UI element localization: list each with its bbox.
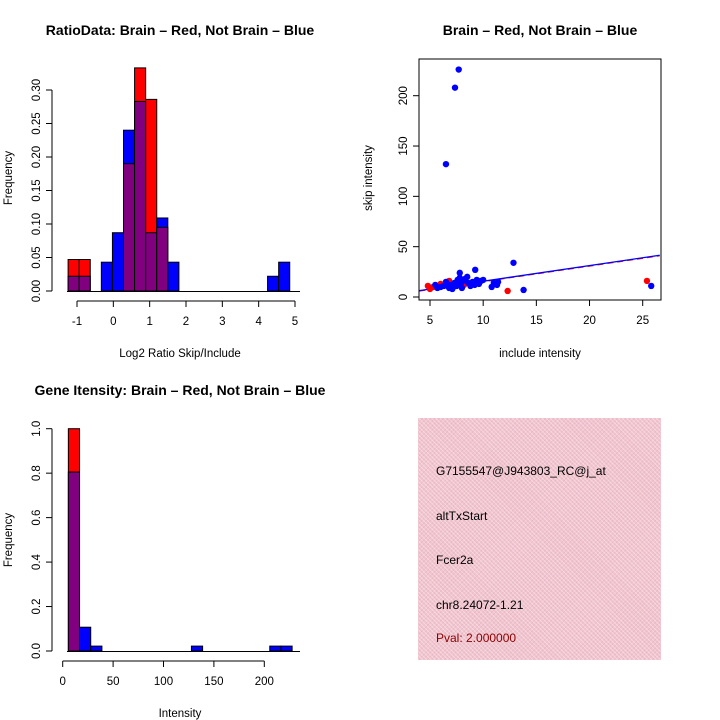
x-axis-label: include intensity — [499, 348, 581, 360]
point-not-brain — [442, 160, 450, 168]
bar-overlap — [67, 471, 81, 652]
x-tick-label: 0 — [110, 316, 116, 328]
y-tick-label: 200 — [398, 86, 410, 105]
point-not-brain — [479, 276, 487, 284]
y-tick-label: 150 — [398, 136, 410, 155]
gene-name: Fcer2a — [436, 553, 474, 567]
x-tick-label: 10 — [477, 315, 490, 327]
point-brain — [504, 287, 511, 295]
point-not-brain — [456, 269, 463, 277]
y-tick-label: 0.2 — [31, 599, 43, 615]
point-not-brain — [520, 286, 527, 294]
x-tick-label: 25 — [636, 315, 649, 327]
y-tick-label: 0.25 — [31, 112, 43, 134]
chart-title: Gene Itensity: Brain – Red, Not Brain – … — [35, 382, 326, 398]
y-axis-label: skip intensity — [363, 145, 375, 211]
y-tick-label: 0.0 — [31, 643, 43, 659]
y-tick-label: 0 — [398, 294, 410, 300]
chart-title: RatioData: Brain – Red, Not Brain – Blue — [46, 22, 315, 38]
point-not-brain — [510, 259, 517, 266]
y-axis-label: Frequency — [3, 151, 15, 206]
x-tick-label: 5 — [292, 316, 298, 328]
point-not-brain — [471, 266, 479, 274]
y-tick-label: 0.8 — [31, 465, 43, 481]
x-tick-label: 1 — [146, 316, 152, 328]
x-axis-label: Intensity — [159, 708, 202, 720]
x-tick-label: 4 — [255, 316, 262, 328]
x-axis-label: Log2 Ratio Skip/Include — [119, 348, 240, 360]
info-panel: G7155547@J943803_RC@j_at altTxStart Fcer… — [418, 418, 661, 660]
x-tick-label: 2 — [183, 316, 189, 328]
point-not-brain — [648, 282, 655, 290]
bar-overlap — [78, 275, 91, 292]
bar-not-brain — [190, 645, 204, 652]
bar-not-brain — [269, 645, 282, 652]
location: chr8.24072-1.21 — [436, 598, 524, 612]
y-tick-label: 0.30 — [31, 79, 43, 101]
bar-not-brain — [111, 232, 125, 292]
point-not-brain — [458, 284, 466, 292]
point-not-brain — [451, 84, 459, 91]
x-tick-label: -1 — [72, 316, 82, 328]
y-tick-label: 0.00 — [31, 280, 43, 302]
bar-overlap — [156, 226, 169, 292]
pval: Pval: 2.000000 — [436, 631, 517, 645]
bar-not-brain — [280, 645, 293, 652]
point-brain — [643, 277, 651, 285]
bar-not-brain — [79, 626, 92, 652]
y-tick-label: 0.15 — [31, 179, 43, 201]
x-tick-label: 15 — [530, 315, 543, 327]
point-not-brain — [455, 66, 462, 73]
y-tick-label: 0.6 — [31, 510, 43, 526]
bar-overlap — [145, 232, 158, 292]
event-type: altTxStart — [436, 509, 488, 523]
y-tick-label: 1.0 — [31, 421, 43, 437]
probe-id: G7155547@J943803_RC@j_at — [436, 464, 606, 478]
x-tick-label: 150 — [204, 676, 223, 688]
bar-overlap — [123, 163, 136, 292]
x-tick-label: 20 — [583, 315, 596, 327]
y-tick-label: 0.20 — [31, 146, 43, 168]
x-tick-label: 50 — [107, 676, 120, 688]
point-not-brain — [494, 278, 502, 286]
bar-not-brain — [267, 275, 280, 292]
y-tick-label: 100 — [398, 187, 410, 206]
y-tick-label: 0.10 — [31, 213, 43, 235]
bar-not-brain — [167, 261, 180, 292]
x-tick-label: 200 — [255, 676, 274, 688]
bar-overlap — [134, 100, 147, 292]
bar-overlap — [67, 275, 80, 292]
y-tick-label: 0.05 — [31, 246, 43, 268]
y-axis-label: Frequency — [3, 513, 15, 568]
chart-title: Brain – Red, Not Brain – Blue — [443, 22, 638, 38]
y-tick-label: 0.4 — [31, 553, 43, 570]
y-tick-label: 50 — [398, 240, 410, 253]
x-tick-label: 5 — [427, 315, 433, 327]
x-tick-label: 3 — [219, 316, 225, 328]
bar-not-brain — [100, 261, 113, 292]
bar-not-brain — [278, 261, 291, 292]
plot-box — [418, 58, 662, 301]
x-tick-label: 100 — [154, 676, 173, 688]
bar-not-brain — [90, 645, 103, 652]
x-tick-label: 0 — [59, 676, 65, 688]
point-not-brain — [464, 273, 471, 281]
